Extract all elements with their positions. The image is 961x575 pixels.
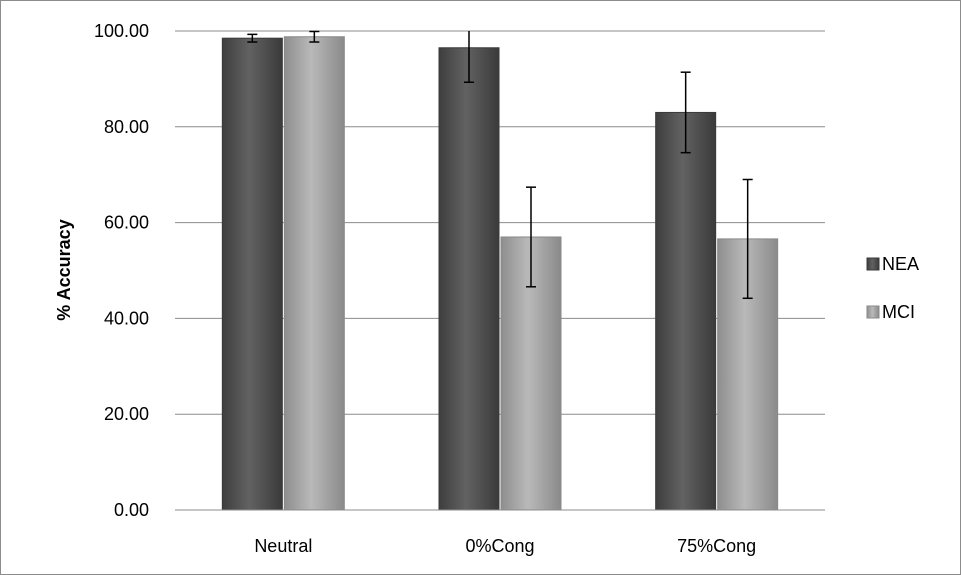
- y-tick-label: 60.00: [104, 213, 149, 233]
- error-bar-mci-2: [742, 178, 753, 300]
- x-tick-label: Neutral: [254, 536, 312, 556]
- legend-label-nea: NEA: [882, 254, 919, 274]
- y-axis-ticks: 0.00 20.00 40.00 60.00 80.00 100.00: [94, 21, 149, 520]
- error-bar-nea-0: [247, 33, 258, 43]
- x-axis-ticks: Neutral 0%Cong 75%Cong: [254, 536, 756, 556]
- error-bar-mci-1: [526, 186, 536, 288]
- y-tick-label: 0.00: [114, 500, 149, 520]
- bar-nea-2: [655, 111, 717, 511]
- legend-swatch-mci: [866, 305, 880, 319]
- y-tick-label: 80.00: [104, 117, 149, 137]
- error-bars: [247, 30, 753, 300]
- bar-mci-0: [283, 36, 345, 511]
- legend: NEA MCI: [866, 254, 919, 322]
- x-tick-label: 75%Cong: [677, 536, 756, 556]
- error-bar-mci-0: [309, 30, 320, 43]
- y-tick-label: 100.00: [94, 21, 149, 41]
- y-axis-label: % Accuracy: [54, 219, 74, 320]
- gridlines: [175, 30, 825, 415]
- error-bar-nea-2: [680, 71, 691, 154]
- error-bar-nea-1: [464, 31, 474, 84]
- bar-nea-1: [438, 47, 500, 511]
- legend-label-mci: MCI: [882, 302, 915, 322]
- bar-nea-0: [221, 37, 283, 511]
- x-tick-label: 0%Cong: [465, 536, 534, 556]
- y-tick-label: 20.00: [104, 404, 149, 424]
- legend-swatch-nea: [866, 257, 880, 271]
- y-tick-label: 40.00: [104, 308, 149, 328]
- bars: [221, 36, 779, 511]
